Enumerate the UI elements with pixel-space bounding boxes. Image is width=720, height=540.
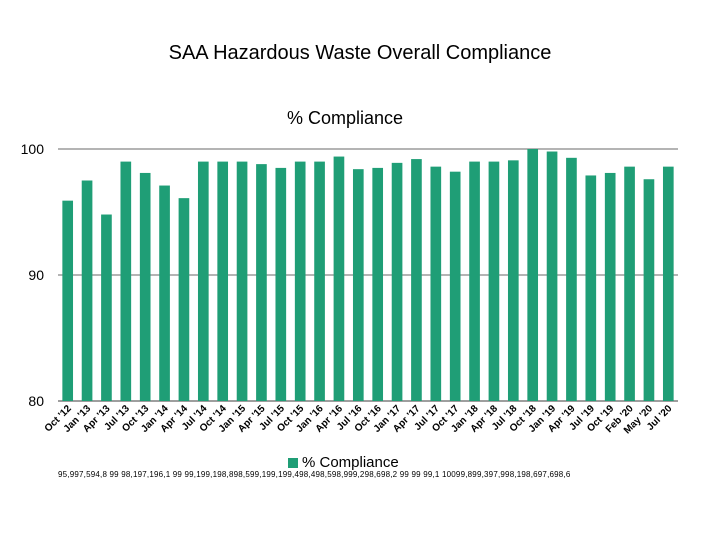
bar: [62, 200, 74, 401]
legend: % Compliance: [288, 454, 399, 471]
data-value-strip: 95,997,594,8 99 98,197,196,1 99 99,199,1…: [58, 470, 571, 479]
legend-swatch: [288, 457, 298, 468]
bar: [391, 162, 403, 401]
bar: [314, 161, 325, 401]
y-tick-labels: 80 90 100: [21, 141, 45, 409]
y-tick-label: 80: [28, 393, 44, 409]
bar: [81, 180, 93, 401]
page-title: SAA Hazardous Waste Overall Compliance: [168, 42, 552, 64]
bar: [256, 164, 267, 401]
bar: [197, 161, 209, 401]
bar: [449, 171, 461, 401]
bar: [275, 167, 287, 401]
bars: [62, 149, 674, 401]
bar: [159, 185, 170, 401]
bar: [411, 159, 422, 401]
bar: [662, 166, 674, 401]
gridlines: [58, 148, 678, 402]
bar: [101, 214, 112, 401]
bar: [643, 179, 655, 401]
bar: [507, 160, 519, 401]
bar: [120, 161, 132, 401]
bar: [217, 161, 229, 401]
bar: [469, 161, 480, 401]
bar: [585, 175, 597, 401]
bar: [488, 161, 500, 401]
bar: [546, 151, 558, 401]
y-tick-label: 90: [28, 267, 44, 283]
bar: [236, 161, 248, 401]
bar: [527, 149, 539, 401]
y-tick-label: 100: [21, 141, 45, 157]
bar: [294, 161, 306, 401]
bar: [139, 172, 151, 401]
legend-label: % Compliance: [302, 454, 399, 471]
bar: [566, 157, 577, 401]
bar: [178, 198, 190, 401]
bar: [372, 167, 384, 401]
bar: [604, 172, 616, 401]
bar: [624, 166, 635, 401]
bar: [333, 156, 345, 401]
chart-title: % Compliance: [286, 108, 404, 128]
bar: [430, 166, 442, 401]
bar: [352, 169, 364, 401]
